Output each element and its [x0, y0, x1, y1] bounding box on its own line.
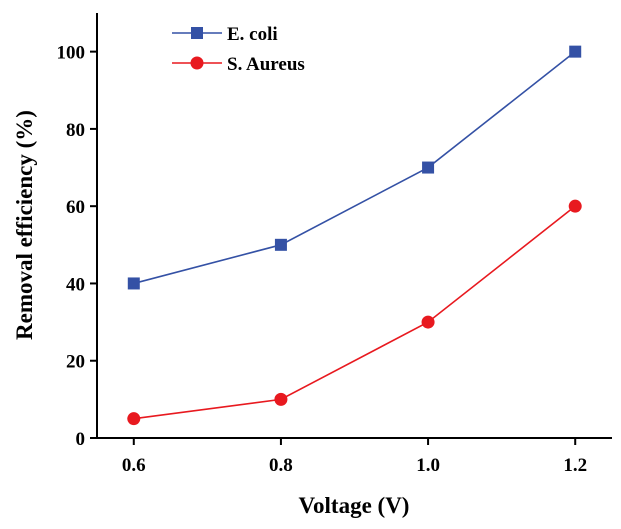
- x-tick-label: 1.0: [416, 455, 440, 476]
- plot-frame: [96, 13, 612, 439]
- legend-item: E. coli: [172, 24, 278, 45]
- data-point: [274, 392, 288, 406]
- y-tick-label: 20: [66, 352, 85, 373]
- data-point: [422, 161, 435, 174]
- x-tick-label: 0.8: [269, 455, 293, 476]
- y-tick-label: 80: [66, 120, 85, 141]
- data-point: [568, 199, 582, 213]
- series-layer: [127, 45, 582, 426]
- data-point: [127, 277, 140, 290]
- data-point: [127, 412, 141, 426]
- x-tick-label: 0.6: [122, 455, 146, 476]
- legend-marker: [191, 27, 203, 39]
- data-point: [421, 315, 435, 329]
- x-ticks: 0.6 0.8 1.0 1.2: [122, 438, 587, 476]
- legend-marker: [190, 56, 204, 70]
- legend-item: S. Aureus: [172, 54, 305, 75]
- x-axis-title: Voltage (V): [299, 493, 410, 518]
- x-tick-label: 1.2: [563, 455, 587, 476]
- series-1: [127, 45, 582, 290]
- data-point: [569, 45, 582, 58]
- legend: E. coli S. Aureus: [172, 24, 305, 75]
- series-line: [133, 205, 576, 420]
- legend-label: E. coli: [227, 24, 278, 45]
- y-axis-title: Removal efficiency (%): [12, 110, 37, 340]
- y-tick-label: 100: [57, 43, 86, 64]
- data-point: [274, 238, 287, 251]
- y-tick-label: 60: [66, 197, 85, 218]
- y-ticks: 0 20 40 60 80 100: [57, 43, 97, 450]
- series-2: [127, 199, 582, 426]
- series-line: [133, 51, 576, 285]
- y-tick-label: 40: [66, 274, 85, 295]
- y-tick-label: 0: [76, 429, 86, 450]
- legend-label: S. Aureus: [227, 54, 305, 75]
